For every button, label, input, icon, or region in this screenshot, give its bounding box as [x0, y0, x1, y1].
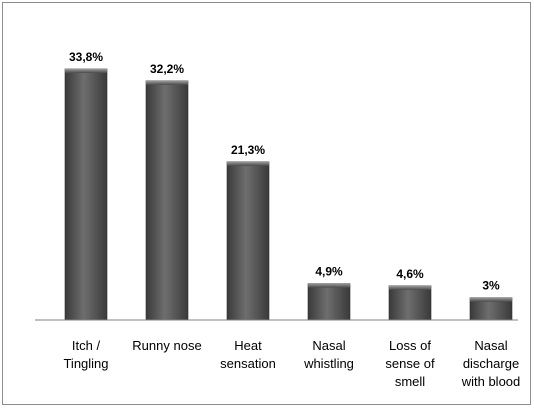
value-label: 33,8% — [69, 50, 103, 64]
bars-group — [64, 68, 513, 321]
bar-top-bevel — [146, 80, 188, 85]
value-labels-group: 33,8% 32,2% 21,3% 4,9% 4,6% 3% — [69, 50, 500, 293]
category-label-line: sensation — [220, 356, 276, 371]
category-label-line: Nasal — [312, 338, 345, 353]
category-label-line: discharge — [463, 356, 519, 371]
bar-chart: 33,8% 32,2% 21,3% 4,9% 4,6% 3% Itch / Tingling… — [35, 50, 520, 389]
category-label-line: smell — [395, 374, 425, 389]
bar-top-bevel — [389, 285, 431, 290]
value-label: 4,6% — [396, 267, 424, 281]
category-label-line: Heat — [234, 338, 262, 353]
value-label: 32,2% — [150, 62, 184, 76]
category-label-line: Runny nose — [132, 338, 201, 353]
category-label: Runny nose — [132, 338, 201, 353]
category-label: Nasal whistling — [303, 338, 354, 371]
category-label-line: whistling — [303, 356, 354, 371]
category-label: Nasal discharge with blood — [461, 338, 521, 389]
chart-frame: 33,8% 32,2% 21,3% 4,9% 4,6% 3% Itch / Tingling… — [2, 2, 531, 405]
category-label-line: with blood — [461, 374, 521, 389]
category-label: Heat sensation — [220, 338, 276, 371]
value-label: 4,9% — [315, 265, 343, 279]
bar — [388, 285, 432, 321]
bar — [307, 283, 351, 321]
bar-top-bevel — [65, 69, 107, 73]
bar-top-bevel — [470, 297, 512, 302]
category-label-line: Tingling — [63, 356, 108, 371]
category-label: Itch / Tingling — [63, 338, 108, 371]
category-labels-group: Itch / Tingling Runny nose Heat sensation Nas… — [63, 338, 520, 389]
value-label: 3% — [482, 279, 500, 293]
bar — [226, 161, 270, 321]
category-label-line: sense of — [385, 356, 435, 371]
category-label: Loss of sense of smell — [385, 338, 435, 389]
category-label-line: Itch / — [72, 338, 101, 353]
value-label: 21,3% — [231, 143, 265, 157]
bar — [145, 80, 189, 321]
bar-top-bevel — [308, 283, 350, 288]
category-label-line: Loss of — [389, 338, 431, 353]
bar-top-bevel — [227, 161, 269, 166]
category-label-line: Nasal — [474, 338, 507, 353]
bar — [64, 68, 108, 321]
